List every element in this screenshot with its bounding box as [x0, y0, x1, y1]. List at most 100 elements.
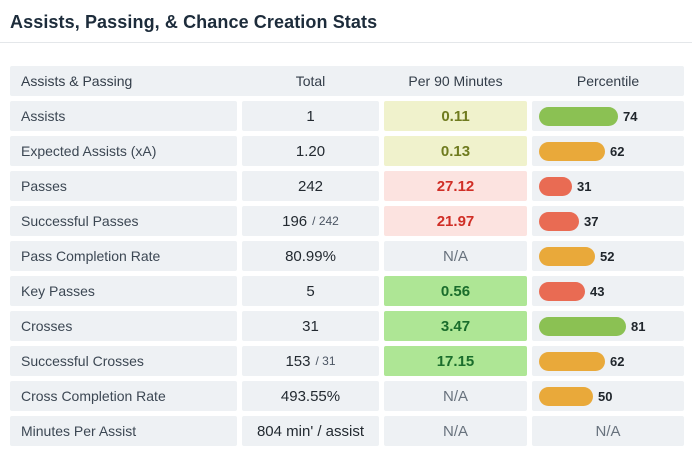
- per90-value: 0.56: [440, 282, 471, 300]
- per90-value: N/A: [442, 422, 468, 440]
- per90-value: 0.13: [440, 142, 471, 160]
- per90-cell: 0.13: [384, 136, 527, 166]
- per90-cell: 0.11: [384, 101, 527, 131]
- stat-name-cell: Cross Completion Rate: [10, 381, 237, 411]
- percentile-bar: [539, 316, 626, 336]
- percentile-value: 43: [590, 283, 605, 299]
- stat-name-cell: Pass Completion Rate: [10, 241, 237, 271]
- total-suffix: / 31: [315, 354, 336, 368]
- stats-table: Assists & Passing Total Per 90 Minutes P…: [10, 66, 684, 446]
- percentile-cell: 37: [532, 206, 684, 236]
- total-value: 242: [297, 177, 324, 195]
- per90-cell: 17.15: [384, 346, 527, 376]
- per90-cell: 21.97: [384, 206, 527, 236]
- percentile-value: 81: [631, 318, 646, 334]
- percentile-cell: 31: [532, 171, 684, 201]
- stat-name-cell: Key Passes: [10, 276, 237, 306]
- total-cell: 1.20: [242, 136, 379, 166]
- per90-cell: 3.47: [384, 311, 527, 341]
- table-row: Passes 242 27.12 31: [10, 171, 684, 201]
- total-value: 5: [306, 282, 315, 300]
- stat-name-label: Successful Crosses: [21, 353, 144, 369]
- total-value: 31: [302, 317, 319, 335]
- stat-name-cell: Assists: [10, 101, 237, 131]
- per90-value: N/A: [442, 247, 468, 265]
- percentile-value: 50: [598, 388, 613, 404]
- percentile-cell: 43: [532, 276, 684, 306]
- stat-name-cell: Successful Passes: [10, 206, 237, 236]
- stat-name-label: Minutes Per Assist: [21, 423, 137, 439]
- percentile-cell: N/A: [532, 416, 684, 446]
- total-value: 493.55%: [280, 387, 341, 405]
- header-label-per90: Per 90 Minutes: [408, 73, 503, 89]
- stat-name-label: Crosses: [21, 318, 73, 334]
- percentile-bar: [539, 351, 605, 371]
- stat-name-cell: Passes: [10, 171, 237, 201]
- header-cell-percentile: Percentile: [532, 66, 684, 96]
- percentile-bar: [539, 246, 595, 266]
- title-divider: [0, 42, 692, 43]
- table-row: Expected Assists (xA) 1.20 0.13 62: [10, 136, 684, 166]
- percentile-bar: [539, 141, 605, 161]
- stat-name-label: Cross Completion Rate: [21, 388, 166, 404]
- table-row: Crosses 31 3.47 81: [10, 311, 684, 341]
- percentile-bar: [539, 211, 579, 231]
- page-title: Assists, Passing, & Chance Creation Stat…: [10, 12, 378, 32]
- header-label-percentile: Percentile: [576, 73, 640, 89]
- table-header-row: Assists & Passing Total Per 90 Minutes P…: [10, 66, 684, 96]
- stat-name-cell: Expected Assists (xA): [10, 136, 237, 166]
- total-value: 1: [306, 107, 315, 125]
- percentile-cell: 74: [532, 101, 684, 131]
- stat-name-label: Key Passes: [21, 283, 95, 299]
- percentile-bar: [539, 176, 572, 196]
- per90-cell: N/A: [384, 416, 527, 446]
- per90-value: 21.97: [436, 212, 475, 230]
- per90-value: 0.11: [441, 107, 470, 125]
- total-cell: 196 / 242: [242, 206, 379, 236]
- stat-name-label: Assists: [21, 108, 66, 124]
- percentile-value: 31: [577, 178, 592, 194]
- header-label-category: Assists & Passing: [21, 73, 133, 89]
- per90-cell: N/A: [384, 241, 527, 271]
- stat-name-label: Successful Passes: [21, 213, 139, 229]
- total-value: 1.20: [295, 142, 326, 160]
- percentile-bar: [539, 386, 593, 406]
- table-row: Successful Passes 196 / 242 21.97 37: [10, 206, 684, 236]
- table-body: Assists 1 0.11 74 Expected Assists (xA) …: [10, 101, 684, 446]
- percentile-cell: 50: [532, 381, 684, 411]
- total-value: 80.99%: [285, 247, 336, 265]
- total-suffix: / 242: [312, 214, 339, 228]
- percentile-value: N/A: [595, 422, 621, 440]
- percentile-value: 52: [600, 248, 615, 264]
- total-value: 196: [282, 212, 308, 230]
- per90-value: N/A: [442, 387, 468, 405]
- stat-name-cell: Successful Crosses: [10, 346, 237, 376]
- per90-cell: 0.56: [384, 276, 527, 306]
- total-cell: 1: [242, 101, 379, 131]
- table-row: Pass Completion Rate 80.99% N/A 52: [10, 241, 684, 271]
- total-cell: 804 min' / assist: [242, 416, 379, 446]
- header-cell-total: Total: [242, 66, 379, 96]
- percentile-value: 62: [610, 353, 625, 369]
- percentile-value: 62: [610, 143, 625, 159]
- total-cell: 493.55%: [242, 381, 379, 411]
- stat-name-label: Passes: [21, 178, 67, 194]
- percentile-cell: 62: [532, 136, 684, 166]
- stat-name-label: Pass Completion Rate: [21, 248, 161, 264]
- per90-value: 3.47: [440, 317, 471, 335]
- stat-name-cell: Crosses: [10, 311, 237, 341]
- stat-name-cell: Minutes Per Assist: [10, 416, 237, 446]
- table-row: Key Passes 5 0.56 43: [10, 276, 684, 306]
- percentile-value: 74: [623, 108, 638, 124]
- percentile-bar: [539, 281, 585, 301]
- percentile-cell: 81: [532, 311, 684, 341]
- header-label-total: Total: [295, 73, 326, 89]
- total-cell: 153 / 31: [242, 346, 379, 376]
- per90-value: 27.12: [436, 177, 475, 195]
- table-row: Cross Completion Rate 493.55% N/A 50: [10, 381, 684, 411]
- per90-cell: N/A: [384, 381, 527, 411]
- total-cell: 242: [242, 171, 379, 201]
- total-cell: 31: [242, 311, 379, 341]
- percentile-value: 37: [584, 213, 599, 229]
- total-value: 804 min' / assist: [256, 422, 365, 440]
